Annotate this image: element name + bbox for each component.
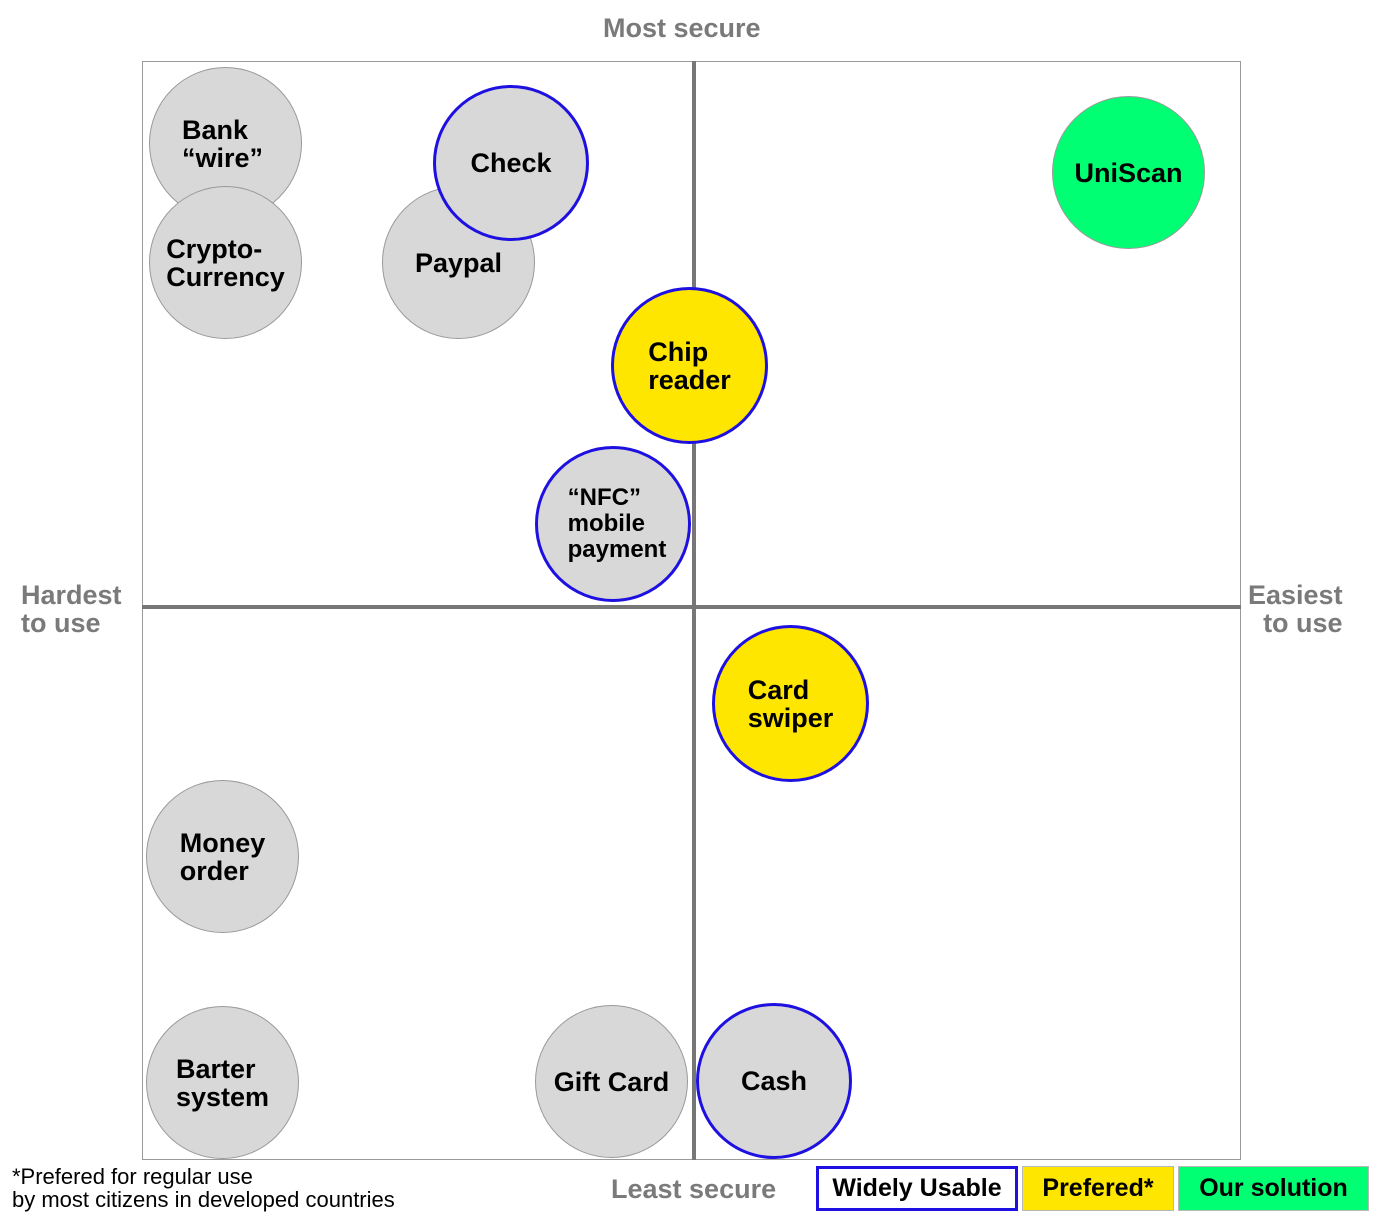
bubble-uniscan: UniScan	[1052, 96, 1205, 249]
bubble-label-paypal: Paypal	[414, 247, 503, 278]
axis-label-left-line-1: Hardest	[21, 580, 122, 610]
bubble-label-bank-wire: Bank “wire”	[181, 114, 264, 173]
legend-prefered: Prefered*	[1022, 1166, 1174, 1211]
horizontal-divider	[142, 605, 1241, 609]
axis-label-right-line-2: to use	[1263, 608, 1343, 638]
bubble-money-order: Money order	[146, 780, 299, 933]
bubble-label-gift-card: Gift Card	[553, 1066, 670, 1097]
axis-label-right-line-1: Easiest	[1248, 580, 1343, 610]
axis-label-left-line-2: to use	[21, 608, 101, 638]
bubble-barter-system: Barter system	[146, 1006, 299, 1159]
bubble-cash: Cash	[696, 1003, 852, 1159]
bubble-card-swiper: Card swiper	[712, 625, 869, 782]
bubble-label-barter-system: Barter system	[175, 1053, 270, 1112]
bubble-label-uniscan: UniScan	[1074, 157, 1183, 188]
bubble-label-crypto-currency: Crypto- Currency	[166, 233, 285, 292]
legend-our-solution: Our solution	[1178, 1166, 1369, 1211]
bubble-label-card-swiper: Card swiper	[747, 674, 834, 733]
legend-widely-usable: Widely Usable	[816, 1166, 1018, 1211]
bubble-crypto-currency: Crypto- Currency	[149, 186, 302, 339]
footnote: *Prefered for regular use by most citize…	[12, 1165, 395, 1211]
bubble-label-cash: Cash	[740, 1066, 808, 1096]
footnote-line-2: by most citizens in developed countries	[12, 1187, 395, 1212]
bubble-label-check: Check	[470, 148, 552, 178]
bubble-label-money-order: Money order	[179, 827, 266, 886]
vertical-divider	[692, 61, 696, 1160]
axis-label-least-secure: Least secure	[611, 1174, 777, 1204]
bubble-label-nfc-mobile-payment: “NFC” mobile payment	[567, 484, 667, 563]
axis-label-hardest-to-use: Hardest to use	[21, 581, 122, 637]
bubble-gift-card: Gift Card	[535, 1005, 688, 1158]
axis-label-easiest-to-use: Easiest to use	[1248, 581, 1343, 637]
bubble-check: Check	[433, 85, 589, 241]
axis-label-most-secure: Most secure	[603, 13, 761, 43]
footnote-line-1: *Prefered for regular use	[12, 1164, 253, 1189]
quadrant-plot-area	[142, 61, 1241, 1160]
bubble-nfc-mobile-payment: “NFC” mobile payment	[535, 446, 691, 602]
bubble-label-chip-reader: Chip reader	[648, 336, 731, 395]
bubble-chip-reader: Chip reader	[611, 287, 768, 444]
